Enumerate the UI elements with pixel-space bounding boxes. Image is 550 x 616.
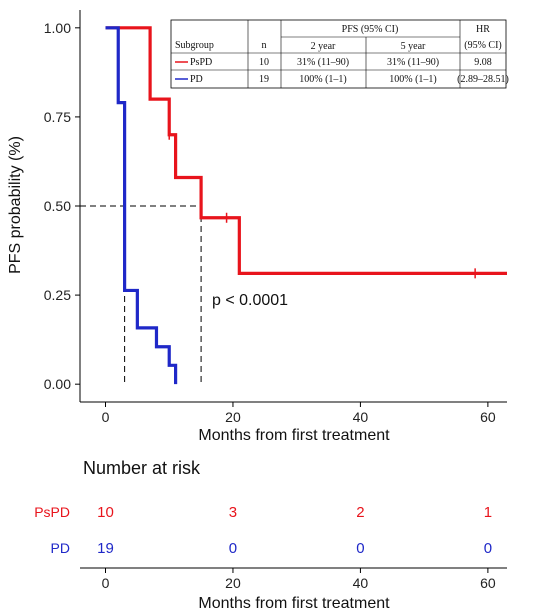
legend-header-hr-ci: (95% CI) [464,40,502,51]
legend-row-pfs5: 31% (11–90) [387,57,439,68]
y-tick-label: 0.25 [44,287,71,303]
risk-x-ticks: 0 20 40 60 [102,568,496,591]
legend-header-subgroup: Subgroup [175,40,214,51]
survival-curves [105,26,507,385]
risk-count: 3 [229,504,237,521]
x-axis-title: Months from first treatment [198,427,390,444]
risk-x-tick-label: 0 [102,575,110,591]
risk-table-title: Number at risk [83,458,201,478]
legend-header-2yr: 2 year [311,41,336,52]
curve-pspd [105,26,507,275]
risk-rows: PsPD 10 3 2 1 PD 19 0 0 0 [34,504,492,557]
risk-x-tick-label: 60 [480,575,496,591]
legend-header-n: n [262,40,267,51]
y-axis-title: PFS probability (%) [7,136,24,274]
legend-header-pfs: PFS (95% CI) [342,24,399,35]
legend-table-frame [170,19,507,89]
y-tick-label: 0.50 [44,198,71,214]
x-tick-label: 20 [225,409,241,425]
x-tick-label: 0 [102,409,110,425]
km-plot: 0.00 0.25 0.50 0.75 1.00 0 20 40 60 PFS probabi… [7,10,507,444]
legend-row-hr: (2.89–28.51) [457,74,509,85]
risk-row-label: PD [51,540,70,556]
risk-x-tick-label: 20 [225,575,241,591]
median-lines [80,205,202,385]
legend-table: Subgroup n PFS (95% CI) 2 year 5 year HR… [170,19,509,89]
legend-row-pfs2: 31% (11–90) [297,57,349,68]
risk-count: 0 [229,540,237,557]
p-value-annotation: p < 0.0001 [212,292,288,309]
y-tick-label: 1.00 [44,20,71,36]
y-tick-label: 0.00 [44,376,71,392]
legend-row-n: 19 [259,74,269,85]
risk-count: 0 [356,540,364,557]
risk-count: 2 [356,504,364,521]
risk-count: 1 [484,504,492,521]
y-ticks: 0.00 0.25 0.50 0.75 1.00 [44,20,80,392]
legend-row-pfs2: 100% (1–1) [299,74,347,85]
y-tick-label: 0.75 [44,109,71,125]
risk-count: 10 [97,504,114,521]
x-tick-label: 60 [480,409,496,425]
legend-row-pfs5: 100% (1–1) [389,74,437,85]
x-tick-label: 40 [353,409,369,425]
risk-x-tick-label: 40 [353,575,369,591]
risk-count: 19 [97,540,114,557]
risk-count: 0 [484,540,492,557]
risk-table: Number at risk 0 20 40 60 PsPD 10 3 2 1PD 19 0 0 0 … [34,458,507,612]
legend-header-hr: HR [476,24,490,35]
curve-pd [105,26,178,385]
legend-row-name: PsPD [190,57,212,68]
risk-row-label: PsPD [34,504,70,520]
legend-header-5yr: 5 year [401,41,426,52]
legend-row-n: 10 [259,57,269,68]
risk-x-axis-title: Months from first treatment [198,595,390,612]
x-ticks: 0 20 40 60 [102,402,496,425]
censor-marks [168,129,476,279]
legend-row-hr: 9.08 [474,57,492,68]
legend-row-name: PD [190,74,203,85]
